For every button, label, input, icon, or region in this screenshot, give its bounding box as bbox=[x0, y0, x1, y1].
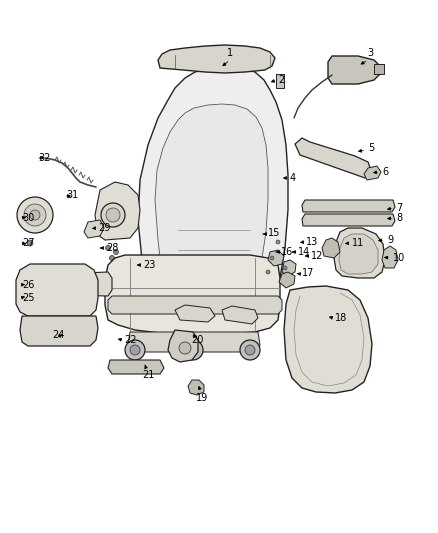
Text: 13: 13 bbox=[306, 237, 318, 247]
Polygon shape bbox=[295, 138, 372, 178]
Text: 5: 5 bbox=[368, 143, 374, 153]
Circle shape bbox=[179, 342, 191, 354]
Circle shape bbox=[242, 292, 248, 298]
Text: 26: 26 bbox=[22, 280, 34, 290]
Bar bbox=[276, 74, 284, 88]
Circle shape bbox=[113, 249, 119, 254]
Polygon shape bbox=[302, 200, 395, 212]
Text: 16: 16 bbox=[281, 247, 293, 257]
Text: 32: 32 bbox=[38, 153, 50, 163]
Text: 31: 31 bbox=[66, 190, 78, 200]
Text: 4: 4 bbox=[290, 173, 296, 183]
Circle shape bbox=[212, 292, 218, 298]
Polygon shape bbox=[279, 272, 295, 288]
Circle shape bbox=[17, 197, 53, 233]
Circle shape bbox=[101, 203, 125, 227]
Circle shape bbox=[24, 204, 46, 226]
Text: 11: 11 bbox=[352, 238, 364, 248]
Text: 21: 21 bbox=[142, 370, 154, 380]
Polygon shape bbox=[155, 104, 268, 292]
Circle shape bbox=[227, 293, 233, 299]
Circle shape bbox=[130, 345, 140, 355]
Polygon shape bbox=[188, 380, 204, 395]
Polygon shape bbox=[128, 332, 260, 352]
Polygon shape bbox=[108, 360, 164, 374]
Polygon shape bbox=[334, 228, 385, 278]
Circle shape bbox=[110, 255, 114, 261]
Polygon shape bbox=[284, 286, 372, 393]
Polygon shape bbox=[282, 260, 296, 276]
Text: 28: 28 bbox=[106, 243, 118, 253]
Polygon shape bbox=[168, 330, 198, 362]
Polygon shape bbox=[16, 264, 98, 316]
Bar bbox=[374, 64, 384, 74]
Circle shape bbox=[283, 266, 287, 270]
Circle shape bbox=[188, 345, 198, 355]
Text: 7: 7 bbox=[396, 203, 402, 213]
Text: 18: 18 bbox=[335, 313, 347, 323]
Polygon shape bbox=[302, 214, 395, 226]
Circle shape bbox=[245, 345, 255, 355]
Polygon shape bbox=[20, 316, 98, 346]
Polygon shape bbox=[364, 166, 381, 180]
Text: 23: 23 bbox=[143, 260, 155, 270]
Text: 9: 9 bbox=[387, 235, 393, 245]
Circle shape bbox=[240, 340, 260, 360]
Circle shape bbox=[106, 246, 110, 251]
Polygon shape bbox=[108, 296, 282, 314]
Polygon shape bbox=[268, 250, 284, 266]
Circle shape bbox=[276, 240, 280, 244]
Polygon shape bbox=[95, 182, 140, 240]
Polygon shape bbox=[339, 234, 378, 274]
Text: 3: 3 bbox=[367, 48, 373, 58]
Text: 29: 29 bbox=[98, 223, 110, 233]
Text: 27: 27 bbox=[22, 238, 35, 248]
Circle shape bbox=[125, 340, 145, 360]
Polygon shape bbox=[56, 272, 112, 296]
Circle shape bbox=[30, 210, 40, 220]
Circle shape bbox=[106, 208, 120, 222]
Text: 25: 25 bbox=[22, 293, 35, 303]
Text: 24: 24 bbox=[52, 330, 64, 340]
Text: 19: 19 bbox=[196, 393, 208, 403]
Circle shape bbox=[266, 270, 270, 274]
Text: 1: 1 bbox=[227, 48, 233, 58]
Polygon shape bbox=[222, 306, 258, 324]
Polygon shape bbox=[158, 45, 275, 73]
Text: 12: 12 bbox=[311, 251, 323, 261]
Circle shape bbox=[27, 240, 33, 246]
Polygon shape bbox=[84, 220, 104, 238]
Circle shape bbox=[270, 256, 274, 260]
Text: 30: 30 bbox=[22, 213, 34, 223]
Polygon shape bbox=[322, 238, 340, 258]
Text: 8: 8 bbox=[396, 213, 402, 223]
Polygon shape bbox=[328, 56, 380, 84]
Text: 15: 15 bbox=[268, 228, 280, 238]
Text: 2: 2 bbox=[278, 75, 284, 85]
Text: 22: 22 bbox=[124, 335, 137, 345]
Text: 20: 20 bbox=[191, 335, 203, 345]
Text: 6: 6 bbox=[382, 167, 388, 177]
Circle shape bbox=[183, 340, 203, 360]
Text: 14: 14 bbox=[298, 247, 310, 257]
Polygon shape bbox=[105, 255, 280, 333]
Text: 17: 17 bbox=[302, 268, 314, 278]
Polygon shape bbox=[382, 246, 398, 268]
Text: 10: 10 bbox=[393, 253, 405, 263]
Circle shape bbox=[197, 289, 203, 295]
Polygon shape bbox=[138, 67, 288, 314]
Polygon shape bbox=[175, 305, 215, 322]
